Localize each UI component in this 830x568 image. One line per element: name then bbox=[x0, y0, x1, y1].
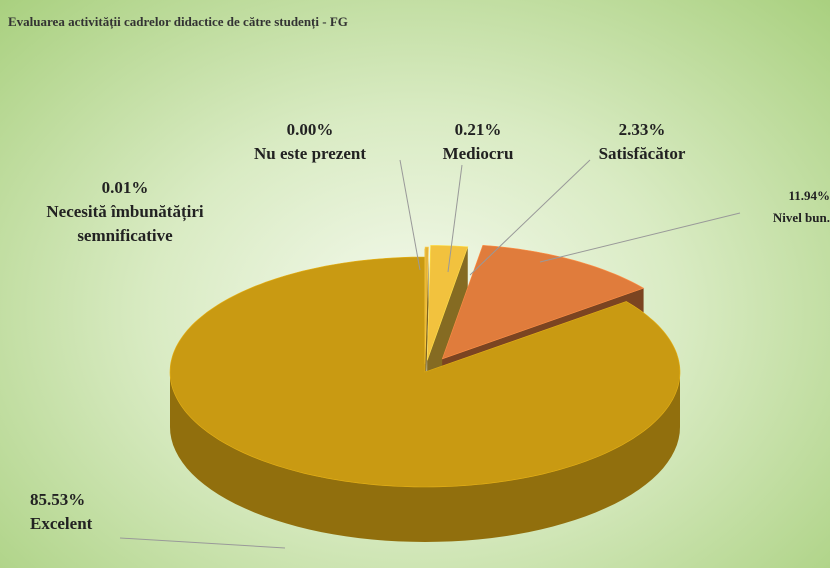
leader-line bbox=[119, 537, 286, 549]
tops bbox=[169, 244, 681, 488]
category-label: Excelent bbox=[30, 514, 93, 533]
value-label: 2.33% bbox=[618, 120, 666, 139]
category-label: Nu este prezent bbox=[253, 144, 367, 163]
data-label: 2.33% Satisfăcător bbox=[512, 118, 772, 166]
slice bbox=[169, 256, 681, 488]
leader-line bbox=[469, 159, 591, 276]
slice-side bbox=[170, 372, 680, 542]
slice bbox=[426, 245, 469, 361]
category-label: Satisfăcător bbox=[598, 144, 686, 163]
category-label: Nivel bun. bbox=[772, 210, 830, 225]
leader-line bbox=[447, 164, 463, 273]
data-label: 85.53% Excelent bbox=[30, 488, 92, 536]
value-label: 0.01% bbox=[101, 178, 149, 197]
value-label: 85.53% bbox=[30, 490, 86, 509]
data-label: 0.21% Mediocru bbox=[348, 118, 608, 166]
data-label: 11.94% Nivel bun. bbox=[773, 185, 830, 229]
data-label: 0.01% Necesită îmbunătățiri semnificative bbox=[10, 176, 240, 248]
leader-line bbox=[399, 159, 421, 271]
slice bbox=[441, 244, 645, 360]
data-label: 0.00% Nu este prezent bbox=[180, 118, 440, 166]
value-label: 0.00% bbox=[286, 120, 334, 139]
category-label: Mediocru bbox=[442, 144, 514, 163]
category-label: Necesită îmbunătățiri semnificative bbox=[46, 202, 204, 245]
leader-line bbox=[539, 212, 741, 263]
value-label: 0.21% bbox=[454, 120, 502, 139]
value-label: 11.94% bbox=[788, 188, 830, 203]
chart-title: Evaluarea activității cadrelor didactice… bbox=[8, 14, 348, 29]
